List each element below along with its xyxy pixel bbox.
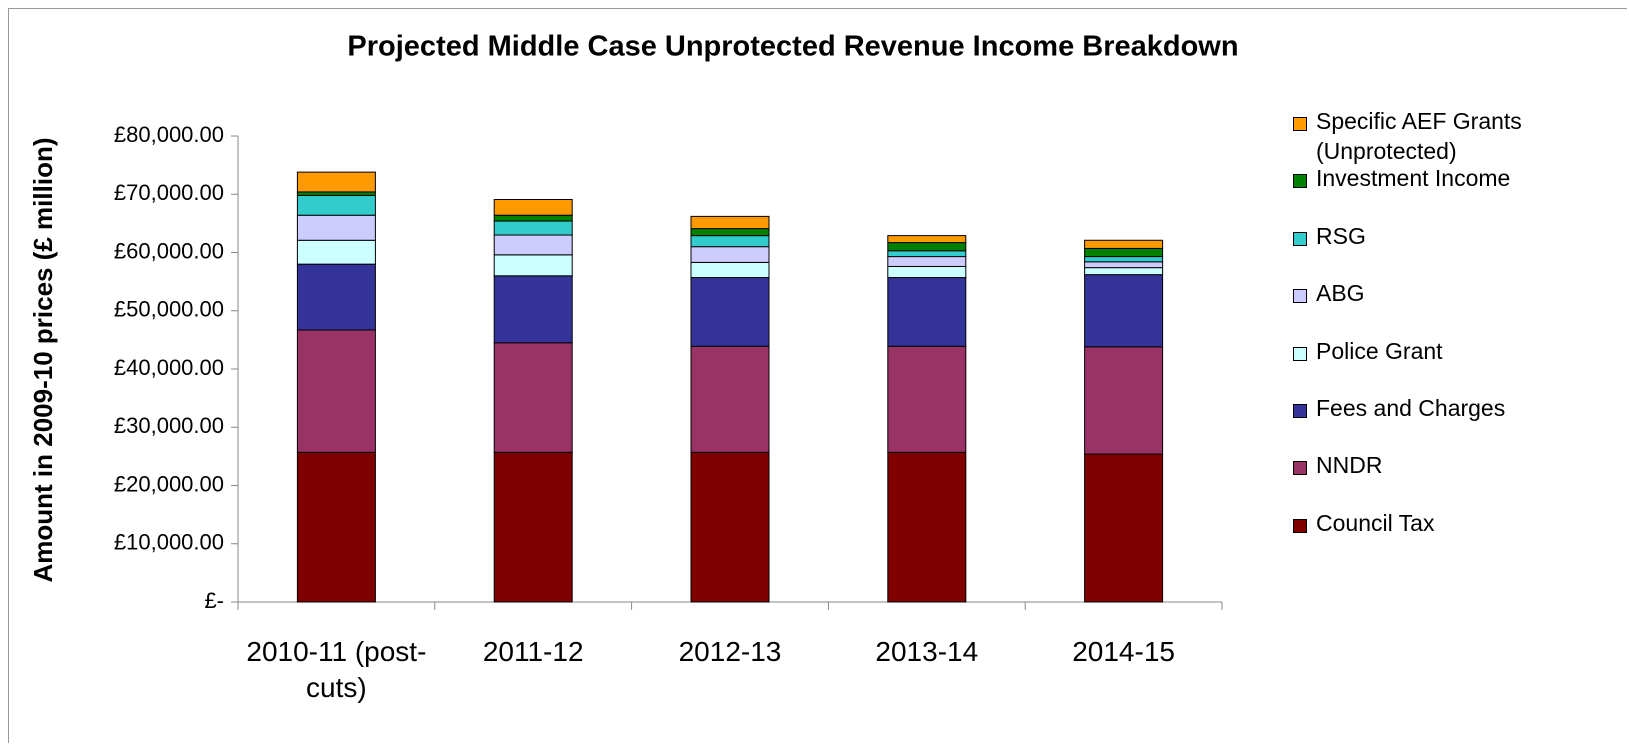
bar-segment [887,242,967,252]
bar-segment [1084,453,1164,603]
y-tick-label: £60,000.00 [114,238,224,263]
bar-segment [887,250,967,258]
legend-swatch [1293,117,1307,131]
y-tick-label: £50,000.00 [114,297,224,322]
legend-swatch [1293,231,1307,246]
bar-segment [887,265,967,279]
bar-segment [296,263,376,331]
legend-label: Investment Income [1316,165,1511,192]
y-tick-label: £30,000.00 [114,413,224,438]
legend-label: ABG [1316,280,1365,307]
x-tick-label: 2013-14 [875,636,979,667]
x-tick-label: 2011-12 [482,636,584,667]
x-tick-label: 2012-13 [678,636,782,667]
y-tick-label: £80,000.00 [114,122,224,147]
x-tick-label: 2010-11 (post-cuts) [246,636,427,703]
chart-title: Projected Middle Case Unprotected Revenu… [347,31,1238,63]
bar-segment [1084,239,1164,249]
bar-segment [296,191,376,196]
bar-segment [887,345,967,453]
bar-segment [296,239,376,265]
chart-frame [8,8,1627,743]
bar-segment [296,214,376,241]
legend-swatch [1293,518,1307,533]
bar-segment [887,235,967,244]
legend-swatch [1293,404,1307,418]
legend-swatch [1293,174,1307,189]
x-tick-label: 2014-15 [1072,636,1175,667]
bar-segment [493,451,573,603]
y-tick-label: £70,000.00 [114,180,224,205]
bar-segment [1084,274,1164,348]
legend-swatch [1293,461,1307,476]
bar-segment [690,451,770,603]
legend-swatch [1293,346,1307,361]
bar-segment [493,234,573,256]
bar-segment [493,198,573,216]
bar-segment [1084,256,1164,263]
bar-segment [1084,261,1164,269]
bar-segment [690,228,770,237]
bar-segment [690,277,770,347]
bar-segment [493,275,573,344]
legend-label: Police Grant [1316,337,1443,364]
bar-segment [1084,346,1164,455]
legend-label: Specific AEF Grants (Unprotected) [1316,108,1522,164]
bar-segment [1084,247,1164,258]
bar-segment [887,277,967,347]
legend-label: NNDR [1316,452,1383,479]
bar-segment [296,171,376,193]
bar-segment [887,256,967,267]
bar-segment [690,345,770,453]
bar-segment [493,214,573,222]
bar-segment [690,215,770,230]
bar-segment [493,220,573,236]
bar-segment [690,235,770,248]
legend-label: Council Tax [1316,509,1435,536]
bar-segment [1084,267,1164,276]
legend-label: Fees and Charges [1316,395,1506,421]
legend-swatch [1293,289,1307,304]
legend-label: RSG [1316,222,1366,249]
bar-segment [887,451,967,603]
bar-segment [690,261,770,279]
bar-segment [296,194,376,216]
y-tick-label: £10,000.00 [114,530,224,555]
y-tick-label: £40,000.00 [114,355,224,380]
bar-segment [493,254,573,277]
bar-segment [493,342,573,453]
bar-segment [296,451,376,603]
y-tick-label: £20,000.00 [114,471,224,496]
y-axis-label: Amount in 2009-10 prices (£ million) [28,138,58,583]
y-tick-label: £- [204,588,224,613]
bar-segment [296,329,376,453]
bar-segment [690,246,770,263]
